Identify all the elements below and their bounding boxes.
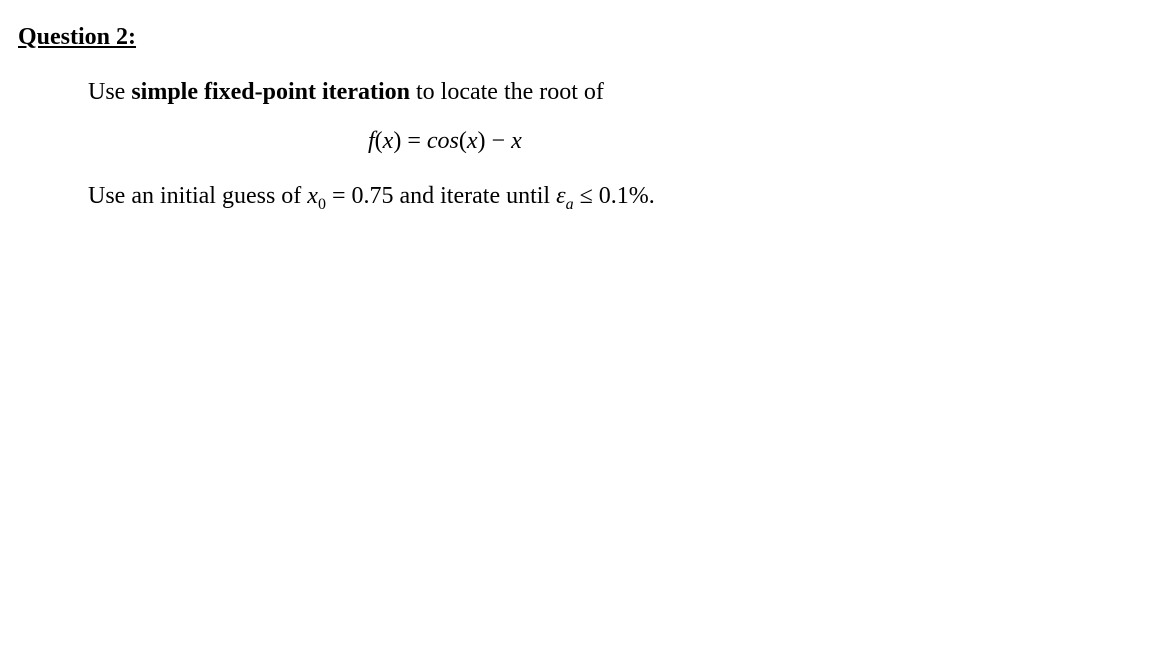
cond-epsilon: ε [556,183,565,209]
eq-cos: cos [427,128,459,154]
eq-f: f [368,128,375,154]
instruction-suffix: to locate the root of [410,79,604,105]
eq-minus: − [486,128,512,154]
condition-line: Use an initial guess of x0 = 0.75 and it… [88,183,1134,214]
eq-cos-lparen: ( [459,128,467,154]
cond-suba: a [566,196,574,213]
instruction-line: Use simple fixed-point iteration to loca… [88,79,1134,106]
eq-cos-rparen: ) [478,128,486,154]
instruction-prefix: Use [88,79,131,105]
cond-sub0: 0 [318,196,326,213]
instruction-bold: simple fixed-point iteration [131,79,410,105]
cond-part2: = 0.75 and iterate until [326,183,556,209]
equation-line: f(x) = cos(x) − x [88,128,1134,155]
cond-x: x [307,183,318,209]
eq-x: x [383,128,394,154]
content-block: Use simple fixed-point iteration to loca… [18,79,1134,214]
question-heading: Question 2: [18,24,1134,51]
eq-lparen: ( [375,128,383,154]
eq-cos-x: x [467,128,478,154]
eq-equals: = [401,128,427,154]
cond-part1: Use an initial guess of [88,183,307,209]
cond-part3: ≤ 0.1%. [574,183,655,209]
eq-x2: x [511,128,522,154]
